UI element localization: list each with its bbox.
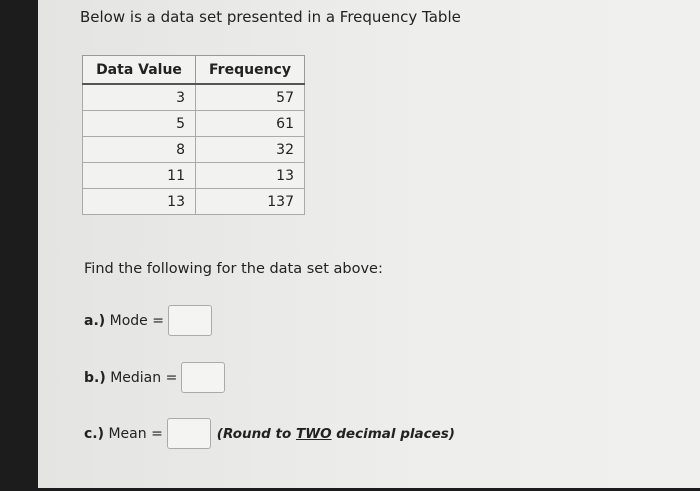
question-label: Mean =: [108, 425, 163, 442]
mean-question: c.) Mean = (Round to TWO decimal places): [84, 418, 455, 449]
data-value-cell: 8: [82, 136, 196, 163]
question-label: Mode =: [109, 312, 164, 329]
table-header-row: Data Value Frequency: [82, 55, 305, 85]
frequency-cell: 57: [195, 83, 305, 111]
mode-question: a.) Mode =: [84, 305, 212, 336]
data-value-cell: 3: [82, 83, 196, 111]
rounding-note: (Round to TWO decimal places): [216, 425, 455, 442]
table-row: 13 137: [82, 188, 305, 215]
median-input[interactable]: [181, 362, 226, 393]
frequency-cell: 13: [195, 162, 305, 189]
frequency-cell: 32: [195, 136, 305, 163]
mean-input[interactable]: [166, 418, 211, 449]
mode-input[interactable]: [167, 305, 212, 336]
data-value-cell: 5: [82, 110, 196, 137]
table-row: 5 61: [82, 110, 305, 137]
question-prefix: c.): [84, 425, 105, 442]
frequency-cell: 61: [195, 110, 305, 137]
data-value-cell: 11: [82, 162, 196, 189]
instruction-text: Find the following for the data set abov…: [84, 261, 383, 277]
table-row: 11 13: [82, 162, 305, 189]
frequency-table: Data Value Frequency 3 57 5 61 8 32 11 13 13…: [82, 55, 305, 215]
question-page: Below is a data set presented in a Frequ…: [38, 0, 700, 488]
median-question: b.) Median =: [84, 362, 226, 393]
question-label: Median =: [110, 369, 178, 386]
data-value-cell: 13: [82, 188, 196, 215]
question-prefix: a.): [84, 312, 106, 329]
frequency-cell: 137: [195, 188, 305, 215]
column-header: Data Value: [82, 55, 196, 85]
column-header: Frequency: [195, 55, 305, 85]
question-prefix: b.): [84, 369, 106, 386]
page-title: Below is a data set presented in a Frequ…: [80, 8, 461, 26]
table-row: 8 32: [82, 136, 305, 163]
table-row: 3 57: [82, 83, 305, 111]
